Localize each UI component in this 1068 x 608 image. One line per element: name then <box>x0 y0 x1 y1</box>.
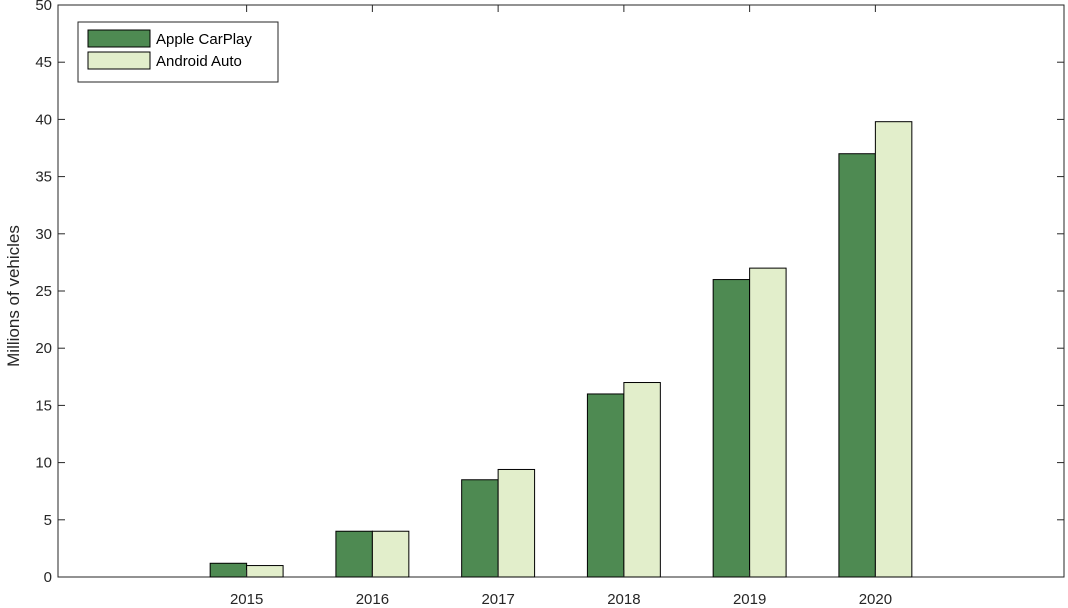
bar-apple-carplay <box>461 479 499 578</box>
bar-apple-carplay <box>209 562 248 578</box>
y-tick-label: 15 <box>35 397 52 414</box>
bar-android-auto <box>623 382 661 578</box>
y-tick-label: 30 <box>35 226 52 243</box>
bar-android-auto <box>749 267 787 578</box>
y-tick-label: 5 <box>44 512 52 529</box>
x-tick-label: 2016 <box>356 591 389 608</box>
bar-android-auto <box>874 121 913 578</box>
y-tick-label: 0 <box>44 569 52 586</box>
bar-android-auto <box>497 468 536 578</box>
legend-label: Android Auto <box>156 53 242 70</box>
y-tick-label: 35 <box>35 169 52 186</box>
bar-apple-carplay <box>586 393 625 578</box>
bar-apple-carplay <box>712 279 751 578</box>
y-tick-label: 50 <box>35 0 52 14</box>
y-tick-label: 10 <box>35 455 52 472</box>
bars <box>209 121 913 578</box>
plot-frame <box>57 4 1065 578</box>
bar-android-auto <box>246 565 284 578</box>
legend-swatch <box>87 29 151 48</box>
x-tick-label: 2015 <box>230 591 263 608</box>
y-tick-label: 45 <box>35 54 52 71</box>
bar-apple-carplay <box>838 153 876 578</box>
y-tick-label: 25 <box>35 283 52 300</box>
y-tick-label: 40 <box>35 111 52 128</box>
y-tick-label: 20 <box>35 340 52 357</box>
plot-area <box>57 4 1065 578</box>
x-tick-label: 2020 <box>859 591 892 608</box>
bar-apple-carplay <box>335 530 373 578</box>
bar-android-auto <box>371 530 410 578</box>
x-tick-label: 2017 <box>481 591 514 608</box>
legend-label: Apple CarPlay <box>156 31 252 48</box>
x-tick-label: 2018 <box>607 591 640 608</box>
x-axis-ticks: 2015 2016 2017 2018 2019 2020 <box>230 5 892 608</box>
y-axis-title: Millions of vehicles <box>4 225 23 367</box>
legend-swatch <box>87 51 151 70</box>
legend: Apple CarPlay Android Auto <box>77 21 279 83</box>
x-tick-label: 2019 <box>733 591 766 608</box>
y-axis-ticks: 0 5 10 15 20 25 30 35 40 45 50 <box>35 0 1064 586</box>
